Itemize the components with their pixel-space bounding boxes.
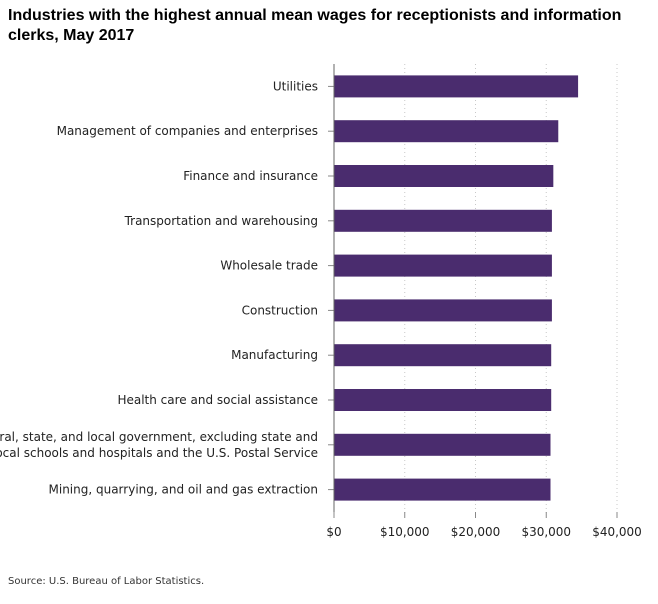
x-tick-label: $0 — [326, 525, 341, 539]
x-tick-label: $20,000 — [451, 525, 501, 539]
x-tick-labels: $0 $10,000 $20,000 $30,000 $40,000 — [326, 525, 641, 539]
category-label-line: Transportation and warehousing — [124, 214, 318, 228]
x-tick-label: $30,000 — [521, 525, 571, 539]
category-label-line: Federal, state, and local government, ex… — [0, 430, 318, 444]
category-label-line: local schools and hospitals and the U.S.… — [0, 446, 318, 460]
category-label: Transportation and warehousing — [124, 214, 318, 228]
category-label-line: Construction — [242, 303, 318, 317]
bar — [334, 209, 552, 232]
bar — [334, 75, 579, 98]
category-label: Mining, quarrying, and oil and gas extra… — [49, 483, 319, 497]
category-labels: Utilities Management of companies and ent… — [0, 79, 318, 496]
category-label-line: Mining, quarrying, and oil and gas extra… — [49, 483, 319, 497]
category-label: Finance and insurance — [183, 169, 318, 183]
bar — [334, 254, 552, 277]
category-label: Federal, state, and local government, ex… — [0, 430, 318, 460]
category-label-line: Management of companies and enterprises — [57, 124, 318, 138]
bar — [334, 389, 552, 411]
x-tick-label: $40,000 — [592, 525, 642, 539]
axes — [328, 64, 618, 518]
bar — [334, 344, 552, 367]
category-label-line: Finance and insurance — [183, 169, 318, 183]
bars — [334, 75, 579, 501]
category-label: Wholesale trade — [220, 259, 318, 273]
x-tick-label: $10,000 — [380, 525, 430, 539]
category-label: Utilities — [273, 79, 318, 93]
source-note: Source: U.S. Bureau of Labor Statistics. — [8, 576, 205, 587]
chart-title: Industries with the highest annual mean … — [8, 7, 622, 44]
category-label-line: Utilities — [273, 79, 318, 93]
category-label-line: Health care and social assistance — [117, 393, 318, 407]
category-label: Health care and social assistance — [117, 393, 318, 407]
category-label: Manufacturing — [231, 348, 318, 362]
category-label-line: Wholesale trade — [220, 259, 318, 273]
bar — [334, 165, 554, 187]
bar — [334, 120, 559, 143]
category-label: Management of companies and enterprises — [57, 124, 318, 138]
bar — [334, 433, 551, 456]
category-label-line: Manufacturing — [231, 348, 318, 362]
category-label: Construction — [242, 303, 318, 317]
bar — [334, 299, 552, 322]
bar — [334, 478, 551, 501]
